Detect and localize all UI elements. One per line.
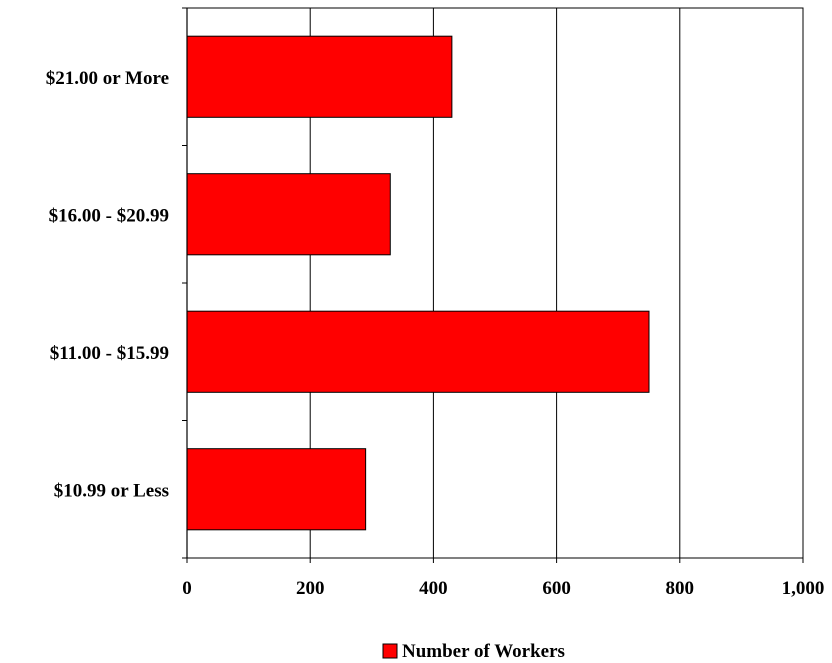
category-label: $16.00 - $20.99 — [49, 205, 169, 226]
x-tick-labels: 0 200 400 600 800 1,000 — [182, 578, 824, 599]
legend: Number of Workers — [382, 641, 565, 662]
category-label: $11.00 - $15.99 — [50, 343, 169, 364]
bar — [186, 35, 453, 118]
x-tick-label: 1,000 — [782, 578, 825, 599]
axes — [182, 7, 804, 563]
x-tick-label: 200 — [296, 578, 325, 599]
bar — [186, 173, 391, 256]
bars — [186, 35, 650, 531]
legend-swatch — [382, 643, 398, 659]
bar — [186, 448, 367, 531]
category-labels: $21.00 or More $16.00 - $20.99 $11.00 - $1… — [46, 68, 169, 502]
x-tick-label: 800 — [666, 578, 695, 599]
x-tick-label: 0 — [182, 578, 192, 599]
x-tick-label: 400 — [419, 578, 448, 599]
x-tick-label: 600 — [542, 578, 571, 599]
category-label: $21.00 or More — [46, 68, 169, 89]
category-label: $10.99 or Less — [54, 480, 169, 501]
legend-label: Number of Workers — [402, 641, 565, 662]
bar — [186, 310, 650, 393]
